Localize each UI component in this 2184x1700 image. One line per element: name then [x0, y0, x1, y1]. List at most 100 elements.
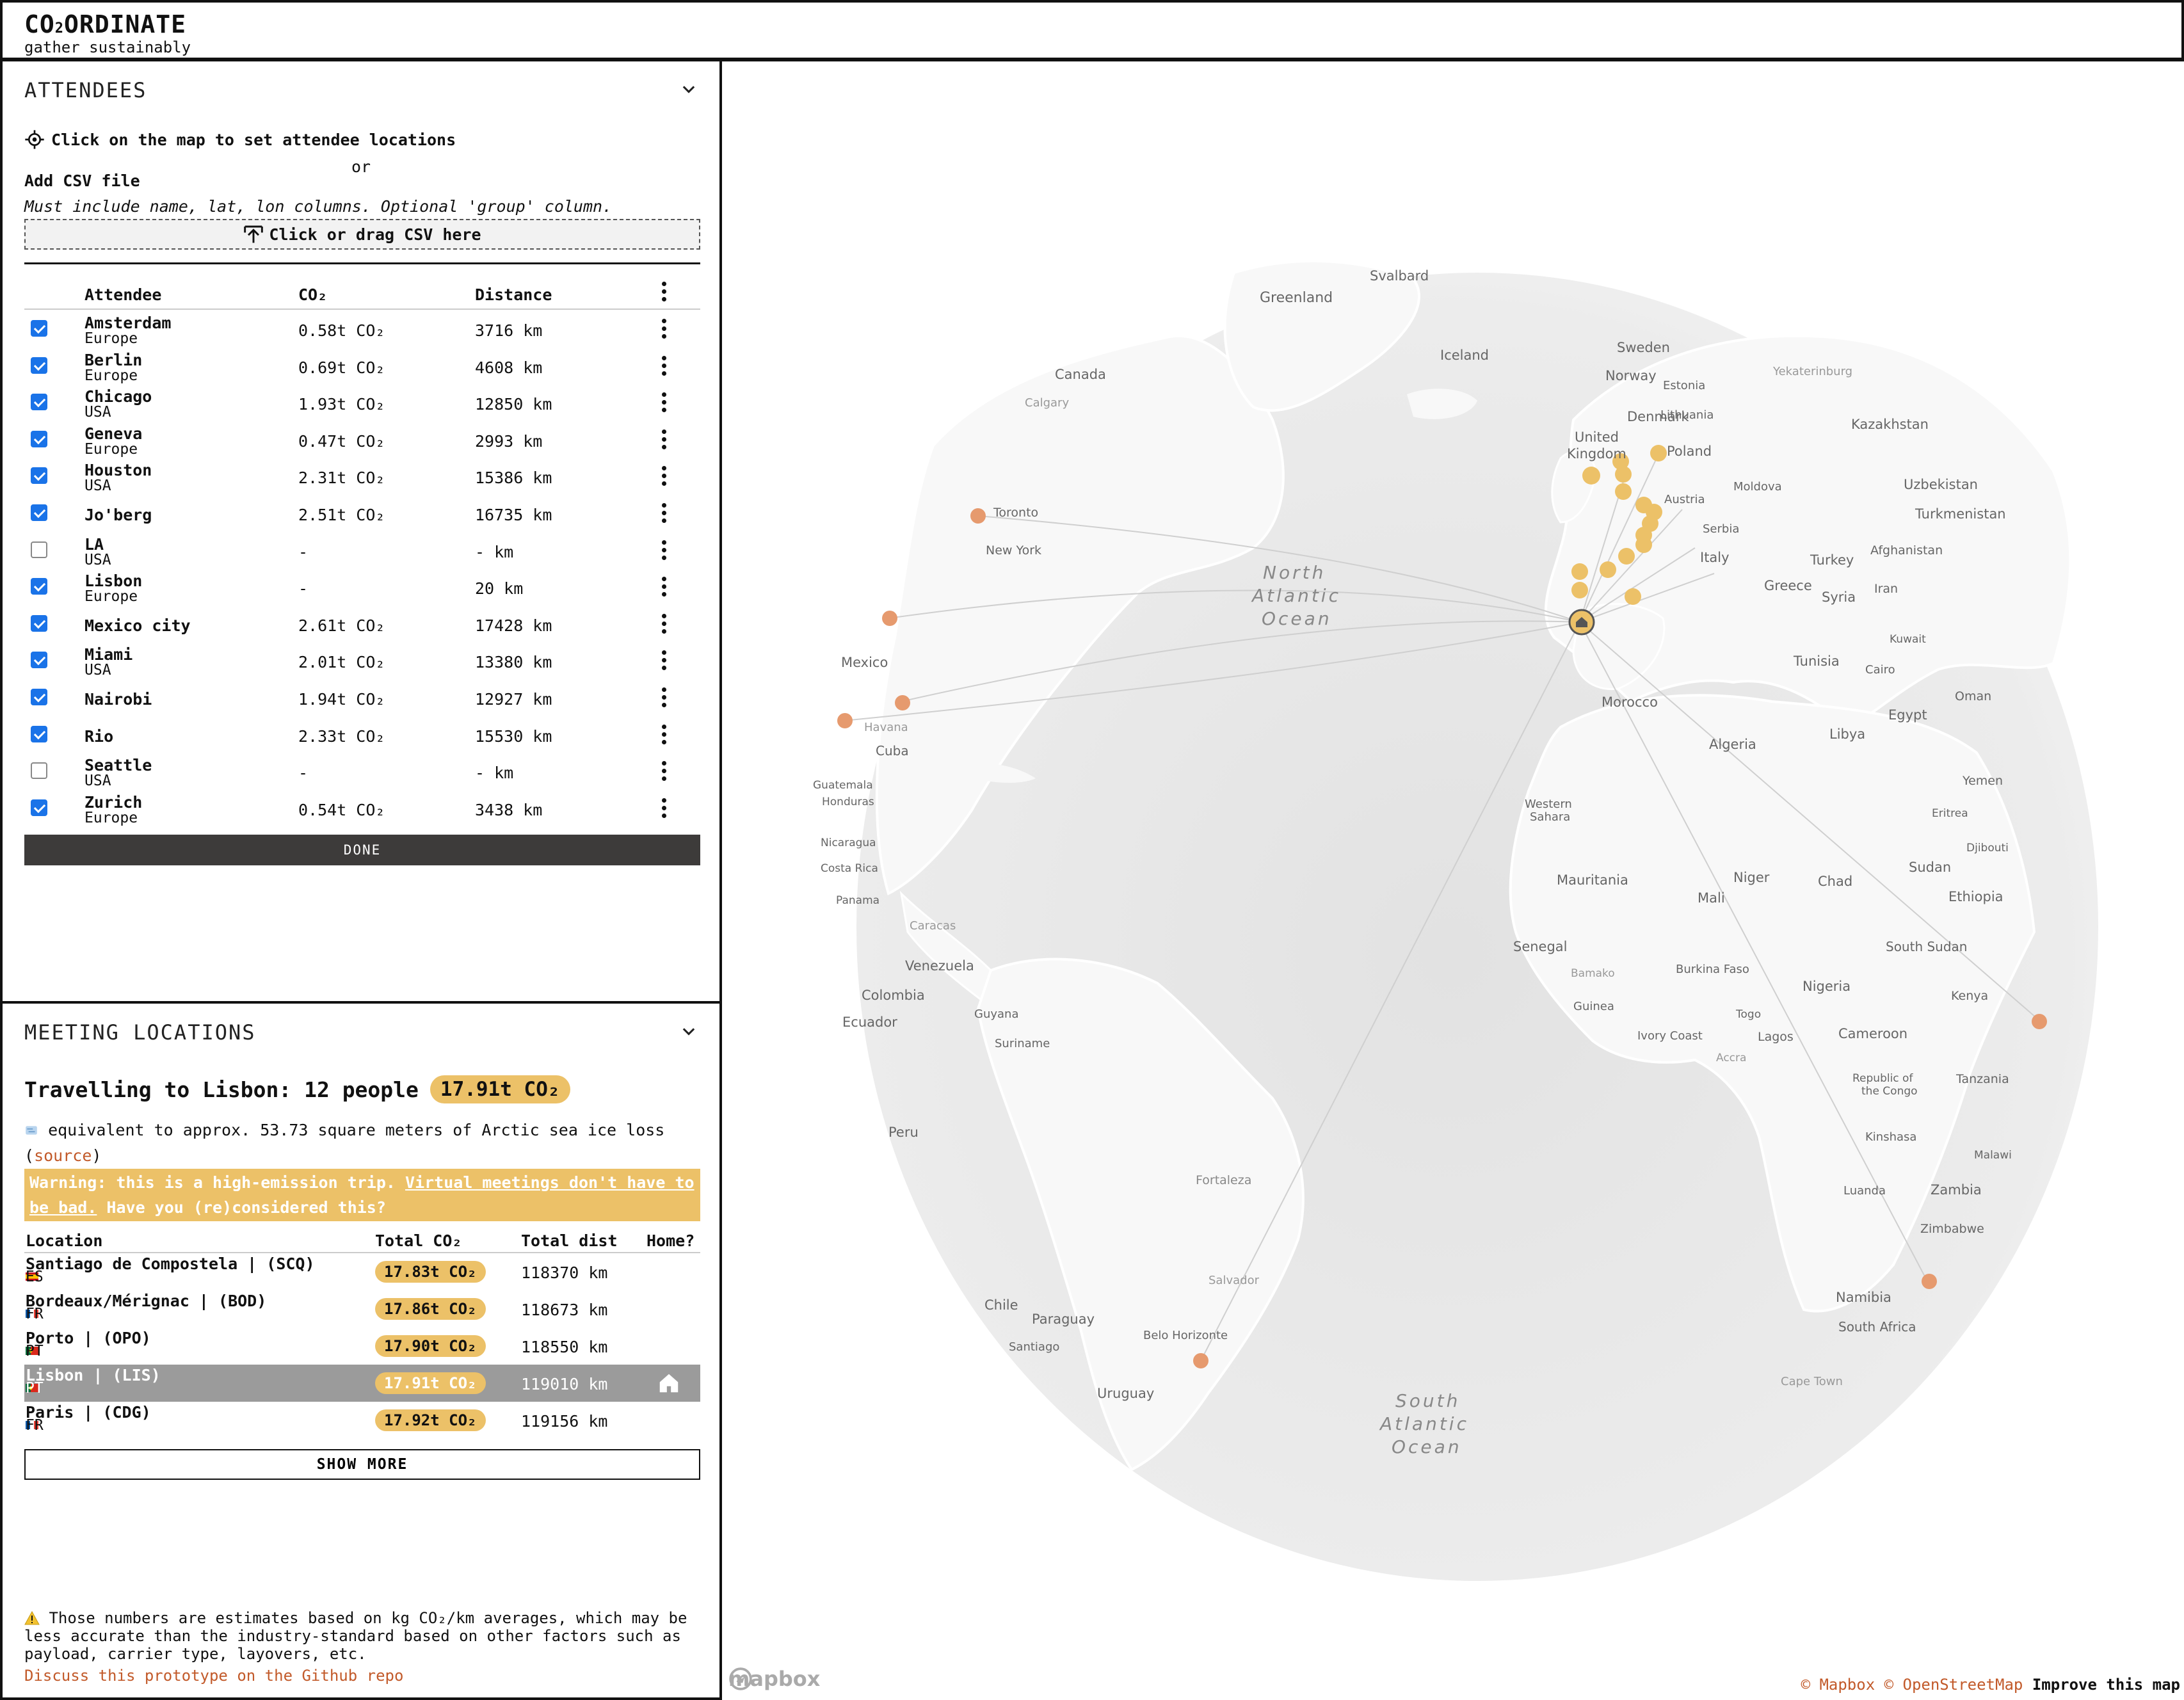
- map-marker-home[interactable]: [2032, 1014, 2047, 1029]
- attendee-name: Seattle: [84, 756, 152, 775]
- location-co2-badge: 17.90t CO₂: [375, 1335, 486, 1357]
- github-repo-link[interactable]: Discuss this prototype on the Github rep…: [24, 1667, 404, 1685]
- attendee-checkbox[interactable]: [31, 799, 47, 816]
- attendee-checkbox[interactable]: [31, 541, 47, 558]
- mapbox-logo[interactable]: mapbox: [728, 1667, 820, 1691]
- attendee-checkbox[interactable]: [31, 467, 47, 485]
- map-label: Turkey: [1810, 552, 1854, 568]
- csv-dropzone[interactable]: Click or drag CSV here: [24, 219, 700, 250]
- location-row[interactable]: Porto | (OPO) PT 17.90t CO₂ 118550 km: [24, 1327, 700, 1365]
- map-marker-home[interactable]: [970, 508, 986, 524]
- collapse-attendees-chevron-icon[interactable]: [680, 81, 698, 99]
- map-marker[interactable]: [1600, 561, 1616, 578]
- attendee-checkbox[interactable]: [31, 762, 47, 780]
- attendee-menu-icon[interactable]: [662, 355, 668, 376]
- csv-hint: Must include name, lat, lon columns. Opt…: [24, 197, 613, 216]
- attendee-menu-icon[interactable]: [662, 613, 668, 634]
- map-marker-home[interactable]: [1612, 453, 1629, 470]
- map-marker[interactable]: [1625, 588, 1641, 605]
- attendee-distance: 3716 km: [475, 321, 543, 340]
- map-label: Salvador: [1208, 1274, 1260, 1287]
- map-marker-home[interactable]: [1650, 445, 1667, 461]
- attendee-checkbox[interactable]: [31, 320, 47, 337]
- map-label: Luanda: [1843, 1184, 1886, 1198]
- attendee-checkbox[interactable]: [31, 725, 47, 742]
- map-marker[interactable]: [1571, 563, 1588, 580]
- map-marker[interactable]: [1635, 536, 1652, 553]
- improve-map-link[interactable]: Improve this map: [2032, 1676, 2180, 1694]
- attendee-checkbox[interactable]: [31, 652, 47, 669]
- map-marker-home[interactable]: [1193, 1353, 1208, 1368]
- map-label: Burkina Faso: [1676, 963, 1749, 976]
- set-locations-instruction[interactable]: Click on the map to set attendee locatio…: [24, 129, 456, 150]
- attendee-menu-icon[interactable]: [662, 319, 668, 339]
- attendee-menu-icon[interactable]: [662, 392, 668, 413]
- attendee-menu-icon[interactable]: [662, 798, 668, 819]
- location-row[interactable]: Bordeaux/Mérignac | (BOD) FR 17.86t CO₂ 118…: [24, 1290, 700, 1327]
- map-marker[interactable]: [1571, 582, 1588, 598]
- location-distance: 118370 km: [521, 1263, 608, 1282]
- attendee-menu-icon[interactable]: [662, 724, 668, 745]
- show-more-button[interactable]: SHOW MORE: [24, 1449, 700, 1480]
- map-label: Cuba: [876, 743, 909, 758]
- or-separator: or: [351, 157, 371, 176]
- map-marker[interactable]: [1615, 466, 1632, 483]
- attendee-menu-icon[interactable]: [662, 687, 668, 708]
- location-name: Paris | (CDG): [26, 1403, 151, 1422]
- attendee-distance: 20 km: [475, 579, 524, 598]
- location-country: FR: [26, 1417, 44, 1434]
- upload-icon: [244, 225, 264, 243]
- attendee-menu-icon[interactable]: [662, 761, 668, 782]
- map-label: Honduras: [822, 796, 874, 808]
- attendee-menu-icon[interactable]: [662, 502, 668, 524]
- map-label: Uruguay: [1097, 1386, 1154, 1401]
- attendee-distance: 16735 km: [475, 505, 552, 524]
- attendee-markers[interactable]: [837, 445, 2047, 1368]
- attendee-checkbox[interactable]: [31, 394, 47, 411]
- location-row[interactable]: Paris | (CDG) FR 17.92t CO₂ 119156 km: [24, 1402, 700, 1439]
- location-row[interactable]: Santiago de Compostela | (SCQ) ES 17.83t C…: [24, 1253, 700, 1290]
- attendee-checkbox[interactable]: [31, 504, 47, 521]
- attendee-checkbox[interactable]: [31, 357, 47, 374]
- done-button[interactable]: DONE: [24, 835, 700, 865]
- attendee-row: Lisbon Europe - 20 km: [24, 568, 700, 605]
- home-icon[interactable]: [657, 1371, 681, 1395]
- osm-attribution-link[interactable]: © OpenStreetMap: [1884, 1676, 2023, 1694]
- map-label: Lithuania: [1660, 408, 1714, 422]
- source-link[interactable]: source: [34, 1146, 92, 1165]
- map-marker-home[interactable]: [837, 713, 853, 728]
- map-marker-home[interactable]: [895, 695, 910, 710]
- attendee-menu-icon[interactable]: [662, 540, 668, 561]
- map-label: Chad: [1818, 874, 1852, 889]
- location-row-selected[interactable]: Lisbon | (LIS) PT 17.91t CO₂ 119010 km: [24, 1365, 700, 1402]
- mapbox-attribution-link[interactable]: © Mapbox: [1801, 1676, 1875, 1694]
- collapse-meetings-chevron-icon[interactable]: [680, 1023, 698, 1041]
- map-marker-home[interactable]: [882, 611, 897, 626]
- column-header-location: Location: [26, 1231, 103, 1250]
- virtual-meetings-link[interactable]: Virtual meetings don't have to be bad.: [29, 1173, 695, 1217]
- globe-map[interactable]: Svalbard Greenland Canada Calgary Icelan…: [722, 61, 2184, 1700]
- attendee-distance: - km: [475, 764, 514, 783]
- map-marker[interactable]: [1582, 467, 1600, 485]
- attendee-row: Jo'berg 2.51t CO₂ 16735 km: [24, 494, 700, 531]
- map-label: Suriname: [995, 1037, 1050, 1050]
- attendee-menu-icon[interactable]: [662, 577, 668, 597]
- attendee-checkbox[interactable]: [31, 688, 47, 705]
- attendee-co2: -: [298, 579, 309, 598]
- map-marker[interactable]: [1615, 483, 1632, 500]
- warning-icon: [24, 1610, 40, 1625]
- map-label: Tunisia: [1793, 654, 1840, 669]
- attendee-menu-icon[interactable]: [662, 429, 668, 450]
- attendee-checkbox[interactable]: [31, 614, 47, 632]
- attendee-menu-icon[interactable]: [662, 466, 668, 486]
- map-label: Norway: [1605, 368, 1657, 383]
- map-marker[interactable]: [1618, 548, 1635, 565]
- attendee-checkbox[interactable]: [31, 430, 47, 447]
- attendee-checkbox[interactable]: [31, 578, 47, 595]
- attendee-menu-icon[interactable]: [662, 650, 668, 671]
- attendee-distance: 17428 km: [475, 616, 552, 635]
- table-options-menu-icon[interactable]: [662, 282, 668, 302]
- attendee-co2: 2.01t CO₂: [298, 653, 385, 672]
- map-canvas[interactable]: Svalbard Greenland Canada Calgary Icelan…: [722, 61, 2184, 1700]
- map-marker-home[interactable]: [1922, 1274, 1937, 1289]
